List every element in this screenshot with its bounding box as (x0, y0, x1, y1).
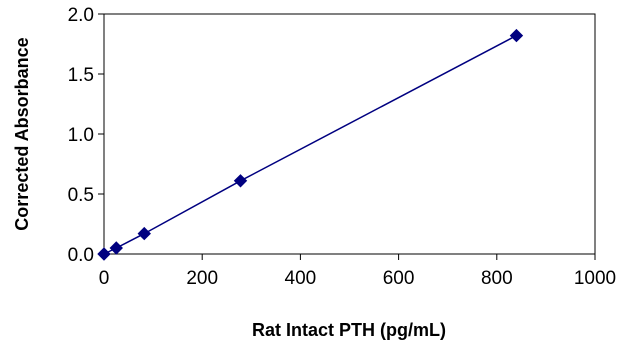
data-point-diamond (109, 241, 123, 255)
y-tick-label: 0.0 (68, 245, 94, 266)
x-axis-title: Rat Intact PTH (pg/mL) (252, 320, 446, 340)
plot-frame (103, 13, 596, 255)
x-axis: 0 200 400 600 800 1000 (99, 254, 616, 289)
data-point-diamond (233, 174, 248, 188)
plot-area (103, 13, 596, 255)
x-tick-label: 800 (481, 268, 513, 289)
x-tick-label: 200 (186, 268, 218, 289)
data-point-diamond (137, 226, 151, 241)
x-tick-label: 1000 (574, 268, 616, 289)
series-layer (97, 28, 524, 261)
y-tick-label: 1.5 (68, 65, 94, 86)
y-axis: 0.0 0.5 1.0 1.5 2.0 (68, 5, 104, 266)
data-point-diamond (97, 247, 111, 261)
y-axis-title: Corrected Absorbance (12, 37, 32, 230)
y-tick-label: 1.0 (68, 125, 94, 146)
x-tick-label: 600 (383, 268, 415, 289)
x-tick-label: 0 (99, 268, 110, 289)
data-point-diamond (509, 28, 524, 43)
y-tick-label: 0.5 (68, 185, 94, 206)
y-tick-label: 2.0 (68, 5, 94, 26)
x-tick-label: 400 (285, 268, 317, 289)
